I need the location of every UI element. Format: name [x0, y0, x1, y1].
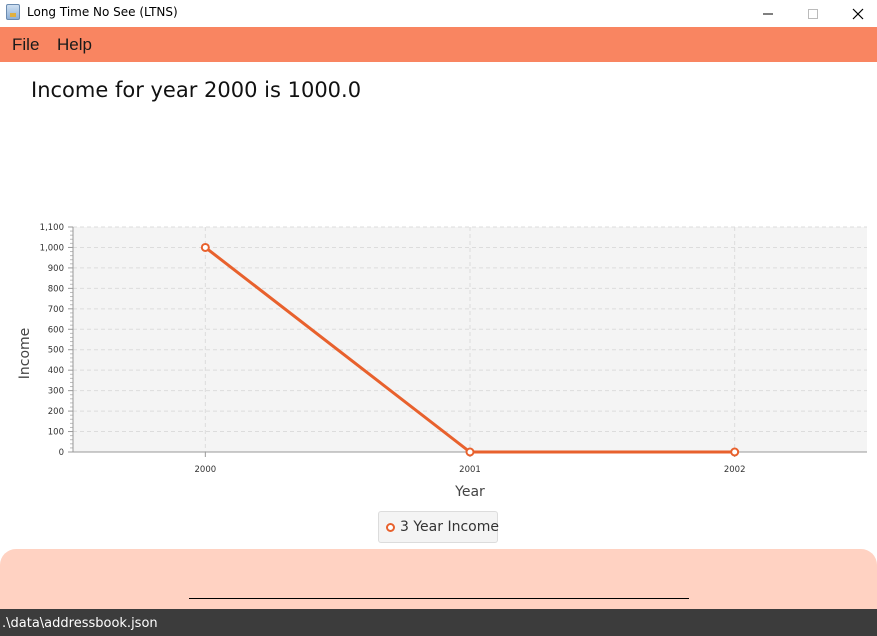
menu-bar: File Help	[0, 27, 877, 62]
minimize-icon	[763, 13, 773, 14]
data-point	[465, 447, 475, 457]
close-button[interactable]	[835, 0, 877, 27]
chart-legend: 3 Year Income	[378, 511, 499, 543]
income-line-chart: 0 100 200 300 400 500 600 700 800 900 1,000 1,100 20…	[17, 223, 867, 500]
y-tick-label: 200	[48, 407, 64, 417]
command-panel	[0, 549, 877, 609]
close-icon	[852, 8, 864, 19]
menu-file[interactable]: File	[12, 35, 40, 54]
y-tick-label: 0	[59, 448, 64, 458]
y-tick-label: 400	[48, 366, 64, 376]
data-point	[200, 242, 210, 252]
maximize-icon	[808, 8, 818, 19]
y-tick-label: 1,100	[40, 223, 64, 233]
y-tick-label: 100	[48, 428, 64, 438]
command-input[interactable]	[189, 598, 689, 599]
y-tick-label: 800	[48, 284, 64, 294]
y-tick-label: 600	[48, 325, 64, 335]
legend-label: 3 Year Income	[400, 519, 499, 535]
x-tick-label: 2002	[724, 465, 746, 475]
app-icon	[6, 4, 20, 20]
y-tick-label: 1,000	[40, 243, 64, 253]
x-tick-label: 2001	[459, 465, 481, 475]
menu-help[interactable]: Help	[57, 35, 92, 54]
window-title: Long Time No See (LTNS)	[27, 5, 178, 19]
x-tick-label: 2000	[195, 465, 217, 475]
y-tick-label: 700	[48, 305, 64, 315]
status-bar: .\data\addressbook.json	[0, 609, 877, 636]
y-axis-label: Income	[17, 328, 33, 380]
maximize-button[interactable]	[790, 0, 836, 27]
y-tick-label: 500	[48, 346, 64, 356]
income-heading: Income for year 2000 is 1000.0	[31, 78, 362, 102]
data-point	[730, 447, 740, 457]
x-axis-label: Year	[454, 484, 485, 500]
y-tick-label: 300	[48, 387, 64, 397]
title-bar: Long Time No See (LTNS)	[0, 0, 877, 27]
y-tick-label: 900	[48, 264, 64, 274]
minimize-button[interactable]	[745, 0, 791, 27]
status-file-path: .\data\addressbook.json	[2, 616, 158, 631]
legend-symbol	[386, 523, 395, 532]
